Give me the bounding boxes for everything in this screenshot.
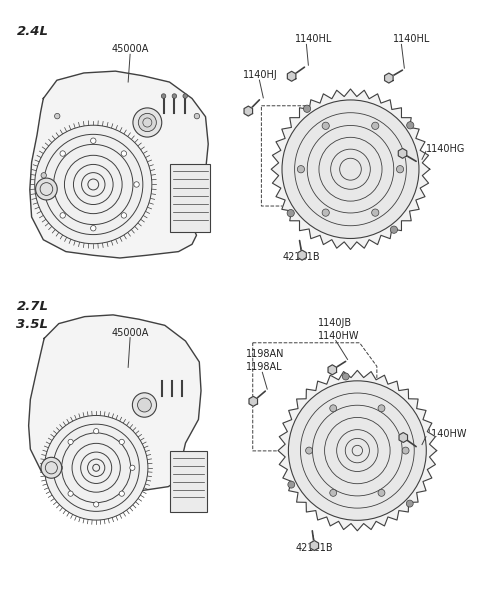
Polygon shape (288, 71, 296, 81)
Text: 1140HG: 1140HG (426, 144, 465, 155)
Text: 42121B: 42121B (295, 543, 333, 553)
Text: 2.7L: 2.7L (16, 300, 48, 313)
Circle shape (297, 165, 304, 173)
Circle shape (138, 113, 156, 131)
Circle shape (91, 226, 96, 231)
Circle shape (396, 165, 404, 173)
Circle shape (288, 381, 426, 521)
FancyBboxPatch shape (170, 451, 206, 512)
Circle shape (132, 393, 156, 417)
Circle shape (60, 213, 65, 218)
Polygon shape (278, 370, 437, 531)
Text: 45000A: 45000A (111, 328, 149, 338)
Text: 2.4L: 2.4L (16, 24, 48, 38)
Text: 1140HW: 1140HW (318, 331, 360, 341)
Circle shape (94, 501, 99, 507)
Text: 1140HL: 1140HL (295, 35, 332, 44)
Circle shape (58, 465, 62, 470)
Circle shape (45, 416, 148, 520)
Text: 1140HW: 1140HW (426, 429, 468, 439)
Circle shape (121, 213, 127, 218)
Circle shape (183, 94, 188, 99)
Circle shape (330, 405, 336, 412)
Polygon shape (399, 433, 408, 442)
Circle shape (303, 105, 311, 112)
Text: 1198AL: 1198AL (246, 362, 282, 373)
Circle shape (407, 122, 414, 129)
Circle shape (378, 405, 385, 412)
Polygon shape (30, 71, 208, 258)
FancyBboxPatch shape (170, 164, 210, 232)
Circle shape (68, 439, 73, 445)
Circle shape (91, 138, 96, 143)
Text: 3.5L: 3.5L (16, 318, 48, 331)
Circle shape (130, 465, 135, 470)
Text: 1140HL: 1140HL (393, 35, 430, 44)
Circle shape (194, 113, 200, 119)
Circle shape (41, 457, 62, 478)
Circle shape (134, 181, 139, 187)
Circle shape (121, 151, 127, 156)
Circle shape (119, 491, 124, 496)
Circle shape (322, 209, 329, 216)
Circle shape (402, 447, 409, 454)
Circle shape (172, 94, 177, 99)
Polygon shape (249, 396, 257, 407)
Circle shape (119, 439, 124, 445)
Circle shape (288, 481, 295, 488)
Circle shape (287, 210, 294, 217)
Circle shape (372, 209, 379, 216)
Text: 1198AN: 1198AN (246, 349, 284, 359)
Text: 1140JB: 1140JB (318, 318, 352, 328)
Polygon shape (310, 540, 319, 550)
Circle shape (390, 226, 397, 233)
Text: 1140HJ: 1140HJ (243, 70, 277, 80)
Circle shape (406, 500, 413, 507)
Circle shape (41, 173, 47, 178)
Polygon shape (298, 250, 306, 260)
Text: 45000A: 45000A (111, 44, 149, 54)
Polygon shape (384, 73, 393, 83)
Circle shape (48, 181, 53, 187)
Circle shape (68, 491, 73, 496)
Circle shape (282, 100, 419, 238)
Circle shape (60, 151, 65, 156)
Circle shape (138, 398, 151, 412)
Circle shape (378, 490, 385, 496)
Circle shape (94, 429, 99, 434)
Circle shape (322, 122, 329, 130)
Circle shape (133, 108, 162, 137)
Circle shape (342, 373, 349, 380)
Polygon shape (398, 149, 407, 158)
Polygon shape (328, 365, 336, 375)
Circle shape (36, 178, 57, 200)
Circle shape (161, 94, 166, 99)
Circle shape (372, 122, 379, 130)
Polygon shape (271, 89, 430, 250)
Text: 42121B: 42121B (283, 253, 320, 263)
Polygon shape (29, 315, 201, 493)
Circle shape (55, 113, 60, 119)
Polygon shape (244, 106, 252, 116)
Circle shape (330, 490, 336, 496)
Circle shape (35, 125, 152, 244)
Circle shape (306, 447, 312, 454)
